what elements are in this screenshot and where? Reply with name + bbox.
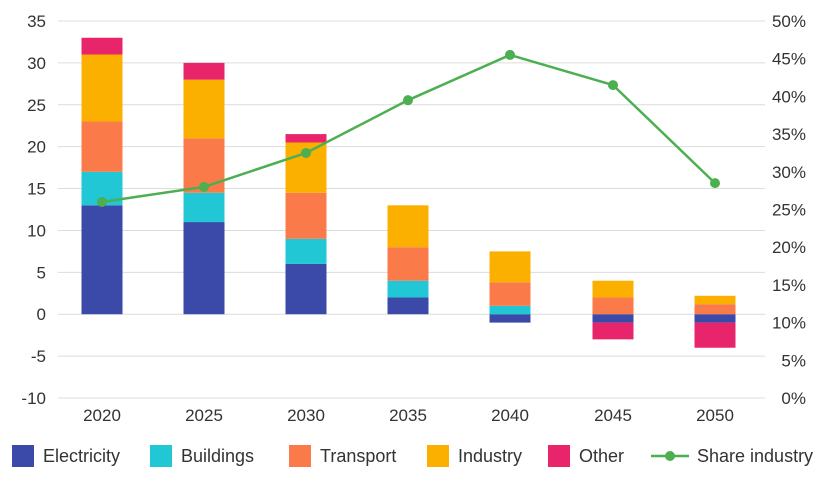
x-axis-tick-label: 2025	[185, 406, 223, 425]
share-industry-point-2020	[97, 196, 107, 207]
share-industry-point-2045	[608, 80, 618, 91]
bar-buildings-2025	[183, 192, 225, 223]
bar-transport-2035	[387, 247, 429, 281]
x-axis-tick-label: 2020	[83, 406, 121, 425]
right-axis-tick-label: 35%	[772, 125, 806, 144]
x-axis-tick-label: 2035	[389, 406, 427, 425]
left-axis-tick-label: 20	[27, 138, 46, 157]
left-axis-tick-label: 0	[37, 305, 46, 324]
bar-buildings-2040	[489, 305, 531, 315]
bar-electricity-2025	[183, 222, 225, 315]
legend-swatch-transport	[289, 445, 311, 467]
right-axis-tick-label: 40%	[772, 87, 806, 106]
right-axis-tick-label: 10%	[772, 314, 806, 333]
bar-other-2020	[81, 37, 123, 55]
legend-swatch-other	[548, 445, 570, 467]
bar-electricity-2030	[285, 263, 327, 315]
right-axis-ticks: 50% 45% 40% 35% 30% 25% 20% 15% 10% 5% 0%	[772, 12, 806, 408]
left-axis-ticks: 35 30 25 20 15 10 5 0 -5 -10	[21, 12, 46, 408]
right-axis-tick-label: 45%	[772, 50, 806, 69]
share-industry-point-2035	[403, 95, 413, 106]
left-axis-tick-label: 25	[27, 96, 46, 115]
legend-swatch-industry	[427, 445, 449, 467]
bar-other-2050	[694, 322, 736, 348]
right-axis-tick-label: 50%	[772, 12, 806, 31]
bar-transport-2040	[489, 282, 531, 306]
legend-label-industry: Industry	[458, 446, 522, 466]
bar-transport-2030	[285, 192, 327, 239]
bar-industry-2025	[183, 79, 225, 139]
bar-electricity-2045	[592, 314, 634, 323]
share-industry-point-2030	[301, 147, 311, 158]
right-axis-tick-label: 20%	[772, 238, 806, 257]
right-axis-tick-label: 30%	[772, 163, 806, 182]
legend-swatch-buildings	[150, 445, 172, 467]
bar-electricity-2050	[694, 314, 736, 323]
legend-swatch-electricity	[12, 445, 34, 467]
bar-other-2045	[592, 322, 634, 340]
bar-buildings-2030	[285, 238, 327, 264]
left-axis-tick-label: 15	[27, 180, 46, 199]
left-axis-tick-label: 35	[27, 12, 46, 31]
bar-industry-2045	[592, 280, 634, 298]
share-industry-point-2040	[505, 49, 515, 60]
legend-marker-share-industry	[665, 451, 675, 461]
bars-layer	[81, 37, 736, 348]
bar-transport-2045	[592, 297, 634, 315]
legend: Electricity Buildings Transport Industry Oth…	[12, 445, 813, 467]
bar-industry-2020	[81, 54, 123, 122]
x-axis-tick-label: 2045	[594, 406, 632, 425]
left-axis-tick-label: 30	[27, 54, 46, 73]
left-axis-tick-label: 10	[27, 221, 46, 240]
legend-label-other: Other	[579, 446, 624, 466]
bar-electricity-2020	[81, 205, 123, 315]
legend-label-transport: Transport	[320, 446, 396, 466]
bar-other-2025	[183, 62, 225, 80]
right-axis-tick-label: 5%	[781, 351, 806, 370]
bar-transport-2050	[694, 304, 736, 315]
bar-industry-2035	[387, 205, 429, 248]
bar-buildings-2035	[387, 280, 429, 298]
bar-industry-2040	[489, 251, 531, 283]
share-line-layer	[97, 49, 720, 207]
legend-label-electricity: Electricity	[43, 446, 120, 466]
legend-label-buildings: Buildings	[181, 446, 254, 466]
share-industry-point-2025	[199, 181, 209, 192]
bar-electricity-2040	[489, 314, 531, 323]
bar-other-2030	[285, 134, 327, 143]
legend-label-share-industry: Share industry	[697, 446, 813, 466]
bar-transport-2020	[81, 121, 123, 172]
right-axis-tick-label: 15%	[772, 276, 806, 295]
left-axis-tick-label: 5	[37, 263, 46, 282]
x-axis-tick-label: 2050	[696, 406, 734, 425]
bar-electricity-2035	[387, 297, 429, 315]
x-axis-tick-label: 2040	[491, 406, 529, 425]
x-axis-tick-label: 2030	[287, 406, 325, 425]
left-axis-tick-label: -5	[31, 347, 46, 366]
bar-industry-2050	[694, 295, 736, 305]
x-axis-ticks: 2020 2025 2030 2035 2040 2045 2050	[83, 406, 734, 425]
share-industry-point-2050	[710, 178, 720, 189]
left-axis-tick-label: -10	[21, 389, 46, 408]
right-axis-tick-label: 25%	[772, 201, 806, 220]
right-axis-tick-label: 0%	[781, 389, 806, 408]
